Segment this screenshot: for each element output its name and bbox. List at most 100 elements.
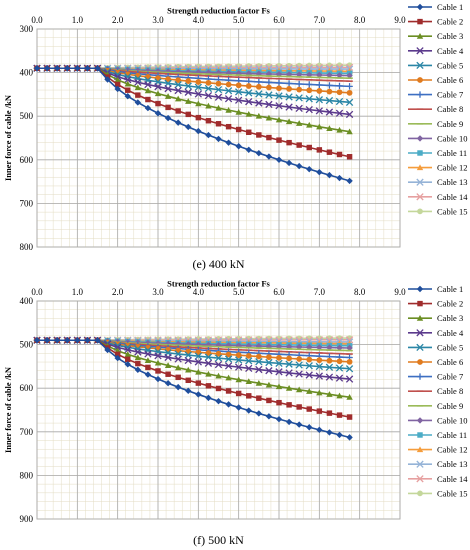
data-point (215, 385, 222, 392)
legend-item: Cable 8 (408, 104, 463, 114)
legend-item: Cable 8 (408, 386, 463, 396)
data-point (114, 76, 121, 83)
legend-item: Cable 14 (408, 192, 468, 202)
data-point (285, 103, 293, 111)
data-point (225, 123, 232, 130)
data-point (225, 388, 232, 394)
data-point (265, 100, 273, 109)
data-point (205, 370, 212, 377)
legend-label: Cable 2 (437, 17, 463, 27)
data-point (235, 143, 242, 150)
legend-item: Cable 4 (408, 328, 464, 338)
x-tick-label: 3.0 (152, 287, 164, 297)
data-point (215, 350, 222, 357)
x-tick-label: 4.0 (193, 15, 205, 25)
legend-item: Cable 10 (408, 133, 467, 143)
data-point (295, 370, 303, 378)
data-point (315, 372, 323, 380)
data-point (246, 393, 252, 399)
data-point (245, 146, 252, 153)
data-point (195, 380, 202, 386)
data-point (255, 112, 263, 119)
legend-item: Cable 14 (408, 474, 468, 484)
data-point (275, 383, 283, 390)
data-point (295, 80, 303, 88)
y-tick-label: 700 (20, 198, 34, 208)
legend-item: Cable 7 (408, 372, 463, 382)
data-point (195, 368, 202, 375)
x-tick-label: 4.0 (193, 287, 205, 297)
data-point (336, 151, 343, 158)
data-point (285, 159, 293, 167)
data-point (175, 108, 181, 114)
data-point (195, 114, 202, 121)
data-point (346, 128, 353, 135)
legend-label: Cable 11 (437, 148, 467, 158)
data-point (275, 79, 283, 87)
data-point (255, 365, 263, 374)
data-point (204, 84, 213, 93)
legend-marker (417, 77, 423, 83)
data-point (255, 90, 263, 98)
data-point (114, 81, 121, 88)
data-point (215, 121, 222, 127)
data-point (144, 80, 152, 89)
data-point (195, 349, 202, 356)
data-point (336, 392, 343, 399)
data-point (205, 350, 212, 356)
data-point (286, 86, 292, 92)
data-point (185, 366, 192, 373)
data-point (145, 96, 151, 103)
legend-item: Cable 13 (408, 459, 467, 469)
data-point (94, 65, 101, 72)
x-tick-label: 6.0 (273, 15, 285, 25)
legend: Cable 1 Cable 2 Cable 3 Cable 4 Cable 5 Cable… (408, 2, 468, 216)
data-point (285, 118, 293, 125)
legend-marker (416, 91, 424, 98)
legend-label: Cable 10 (437, 133, 467, 143)
data-point (124, 93, 131, 100)
data-point (124, 346, 132, 354)
data-point (255, 149, 263, 157)
y-tick-label: 700 (20, 427, 34, 437)
data-point (124, 76, 132, 84)
data-point (174, 355, 182, 363)
data-point (296, 404, 302, 410)
data-point (185, 123, 192, 131)
data-point (266, 354, 272, 361)
legend-marker (416, 475, 424, 483)
data-point (306, 144, 312, 151)
data-point (235, 108, 242, 115)
data-point (346, 154, 353, 160)
legend-item: Cable 4 (408, 46, 464, 56)
data-point (225, 81, 232, 88)
data-point (306, 165, 313, 173)
series-cable-1 (33, 65, 353, 185)
x-tick-label: 2.0 (112, 287, 124, 297)
data-point (134, 354, 142, 361)
data-point (245, 110, 252, 117)
data-point (154, 352, 162, 360)
data-point (125, 87, 131, 93)
data-point (346, 394, 353, 400)
data-point (114, 351, 121, 358)
data-point (275, 102, 283, 110)
data-point (305, 95, 313, 103)
legend-label: Cable 5 (437, 342, 463, 352)
data-point (204, 359, 213, 367)
data-point (104, 346, 111, 354)
legend-label: Cable 3 (437, 313, 463, 323)
x-tick-label: 0.0 (31, 287, 43, 297)
data-point (265, 79, 273, 86)
legend-label: Cable 4 (437, 46, 464, 56)
data-point (326, 429, 333, 436)
data-point (74, 65, 81, 72)
data-point (336, 358, 343, 365)
y-tick-label: 800 (20, 242, 34, 252)
data-point (265, 358, 273, 367)
data-point (64, 337, 71, 344)
data-point (194, 90, 202, 98)
data-point (245, 70, 252, 77)
data-point (335, 97, 344, 106)
y-tick-label: 600 (20, 383, 34, 393)
